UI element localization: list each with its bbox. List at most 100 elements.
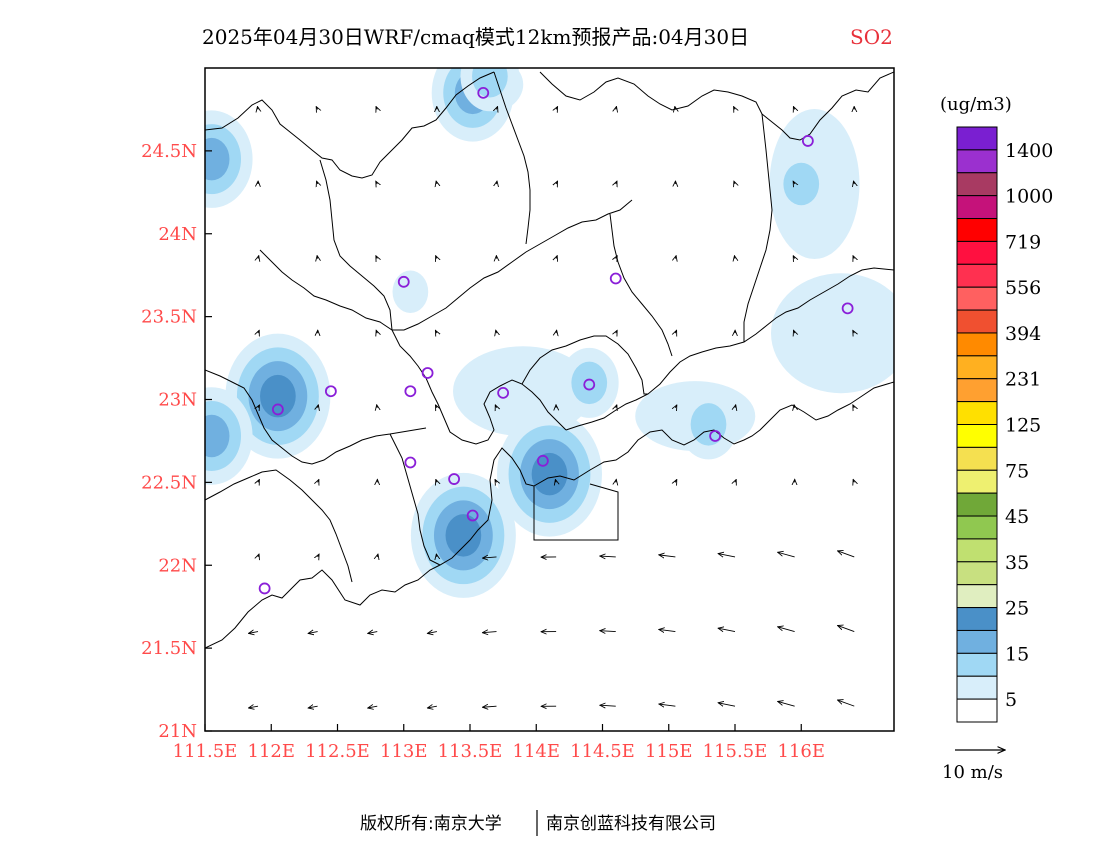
boundaries-layer xyxy=(205,71,894,649)
wind-arrow xyxy=(377,554,378,557)
colorbar-swatch xyxy=(956,332,998,357)
wind-arrow xyxy=(718,554,736,557)
species-label: SO2 xyxy=(850,25,893,49)
colorbar: (ug/m3) 14001000719556394231125754535251… xyxy=(940,94,1053,723)
map-title: 2025年04月30日WRF/cmaq模式12km预报产品:04月30日 SO2 xyxy=(202,25,893,49)
wind-arrow xyxy=(853,330,854,333)
wind-arrow xyxy=(675,479,676,482)
wind-arrow xyxy=(854,181,855,184)
wind-arrow xyxy=(248,632,259,634)
station-marker xyxy=(466,509,479,522)
lon-tick-label: 113.5E xyxy=(438,741,503,762)
wind-arrow xyxy=(376,256,377,259)
lat-tick-label: 22N xyxy=(158,555,197,576)
colorbar-label: 719 xyxy=(1005,231,1041,253)
colorbar-label: 15 xyxy=(1005,643,1029,665)
wind-arrow xyxy=(794,330,795,333)
station-marker xyxy=(536,454,549,467)
colorbar-swatch xyxy=(956,698,998,723)
colorbar-swatches xyxy=(956,126,998,723)
city-boundary xyxy=(521,335,648,395)
wind-arrow xyxy=(718,628,736,631)
city-boundary xyxy=(565,267,894,431)
concentration-contour xyxy=(771,273,894,394)
colorbar-label: 5 xyxy=(1005,689,1017,711)
wind-arrow xyxy=(258,405,259,408)
wind-arrow xyxy=(838,700,855,707)
concentration-contour xyxy=(445,514,482,557)
lat-tick-label: 22.5N xyxy=(141,472,197,493)
lat-tick-label: 23N xyxy=(158,390,197,411)
wind-arrow xyxy=(435,405,436,408)
wind-arrow xyxy=(838,625,855,632)
wind-arrow xyxy=(377,405,378,408)
wind-arrow xyxy=(436,554,437,557)
concentration-contour xyxy=(392,270,429,314)
wind-arrow xyxy=(675,405,676,408)
concentration-contour xyxy=(260,374,296,418)
colorbar-label: 75 xyxy=(1005,460,1029,482)
city-boundary xyxy=(205,469,353,583)
wind-arrow xyxy=(793,181,794,184)
wind-arrow xyxy=(376,107,377,110)
colorbar-swatch xyxy=(956,126,998,151)
wind-arrow xyxy=(734,181,735,184)
colorbar-unit: (ug/m3) xyxy=(940,94,1012,115)
colorbar-swatch xyxy=(956,629,998,654)
wind-arrow xyxy=(778,701,795,707)
colorbar-labels: 1400 1000 719 556 394 231 125 75 45 35 25 15 5 xyxy=(1005,140,1053,711)
city-boundary xyxy=(743,113,773,342)
wind-arrow xyxy=(556,330,557,333)
lon-tick-label: 116E xyxy=(778,741,826,762)
concentration-contour xyxy=(783,162,820,206)
wind-arrow xyxy=(616,181,617,184)
station-marker xyxy=(841,302,854,315)
station-marker xyxy=(258,582,271,595)
wind-arrow xyxy=(497,107,498,110)
wind-arrow xyxy=(675,106,676,109)
concentration-shading xyxy=(205,68,894,598)
wind-arrow xyxy=(435,330,436,333)
wind-arrow xyxy=(308,706,318,708)
wind-arrow xyxy=(308,632,318,634)
concentration-contour xyxy=(472,68,508,98)
wind-arrow xyxy=(556,256,557,259)
wind-arrow xyxy=(556,107,557,110)
lon-tick-label: 111.5E xyxy=(173,741,238,762)
colorbar-swatch xyxy=(956,355,998,380)
station-marker xyxy=(477,86,490,99)
footer: 版权所有:南京大学 南京创蓝科技有限公司 xyxy=(360,810,716,836)
colorbar-swatch xyxy=(956,195,998,220)
concentration-contour xyxy=(690,403,727,446)
station-marker xyxy=(609,272,622,285)
monitoring-stations xyxy=(258,86,854,595)
wind-arrow xyxy=(616,106,617,109)
concentration-contour xyxy=(205,414,230,458)
wind-arrow xyxy=(734,256,735,259)
wind-arrow xyxy=(735,405,736,408)
wind-arrow xyxy=(482,632,497,633)
wind-arrow xyxy=(853,256,854,259)
colorbar-swatch xyxy=(956,240,998,265)
lat-tick-label: 21.5N xyxy=(141,638,197,659)
wind-vector-field xyxy=(248,106,854,708)
wind-arrow xyxy=(793,256,794,259)
wind-legend: 10 m/s xyxy=(942,750,1005,783)
lon-tick-label: 112.5E xyxy=(305,741,370,762)
wind-arrow xyxy=(368,706,378,708)
colorbar-label: 394 xyxy=(1005,323,1041,345)
colorbar-swatch xyxy=(956,652,998,677)
wind-legend-label: 10 m/s xyxy=(942,762,1003,783)
wind-arrow xyxy=(436,256,437,259)
lat-tick-label: 23.5N xyxy=(141,307,197,328)
lon-tick-label: 114.5E xyxy=(570,741,635,762)
wind-arrow xyxy=(497,181,498,184)
wind-arrow xyxy=(853,405,854,408)
wind-arrow xyxy=(495,405,496,408)
wind-arrow xyxy=(427,632,437,634)
wind-arrow xyxy=(616,330,617,333)
colorbar-swatch xyxy=(956,561,998,586)
colorbar-swatch xyxy=(956,172,998,197)
longitude-axis: 111.5E 112E 112.5E 113E 113.5E 114E 114.5E 115E… xyxy=(173,724,825,762)
